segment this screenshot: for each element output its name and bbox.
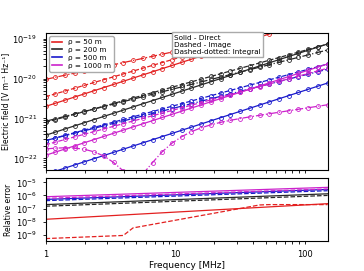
X-axis label: Frequency [MHz]: Frequency [MHz] [149, 261, 225, 270]
Y-axis label: Electric field [V m⁻¹ Hz⁻¹]: Electric field [V m⁻¹ Hz⁻¹] [1, 53, 10, 150]
Legend: ρ = 50 m, ρ = 200 m, ρ = 500 m, ρ = 1000 m: ρ = 50 m, ρ = 200 m, ρ = 500 m, ρ = 1000… [49, 36, 114, 72]
Text: Solid - Direct
Dashed - Image
Dashed-dotted: Integral: Solid - Direct Dashed - Image Dashed-dot… [174, 35, 261, 54]
Y-axis label: Relative error: Relative error [4, 184, 13, 236]
